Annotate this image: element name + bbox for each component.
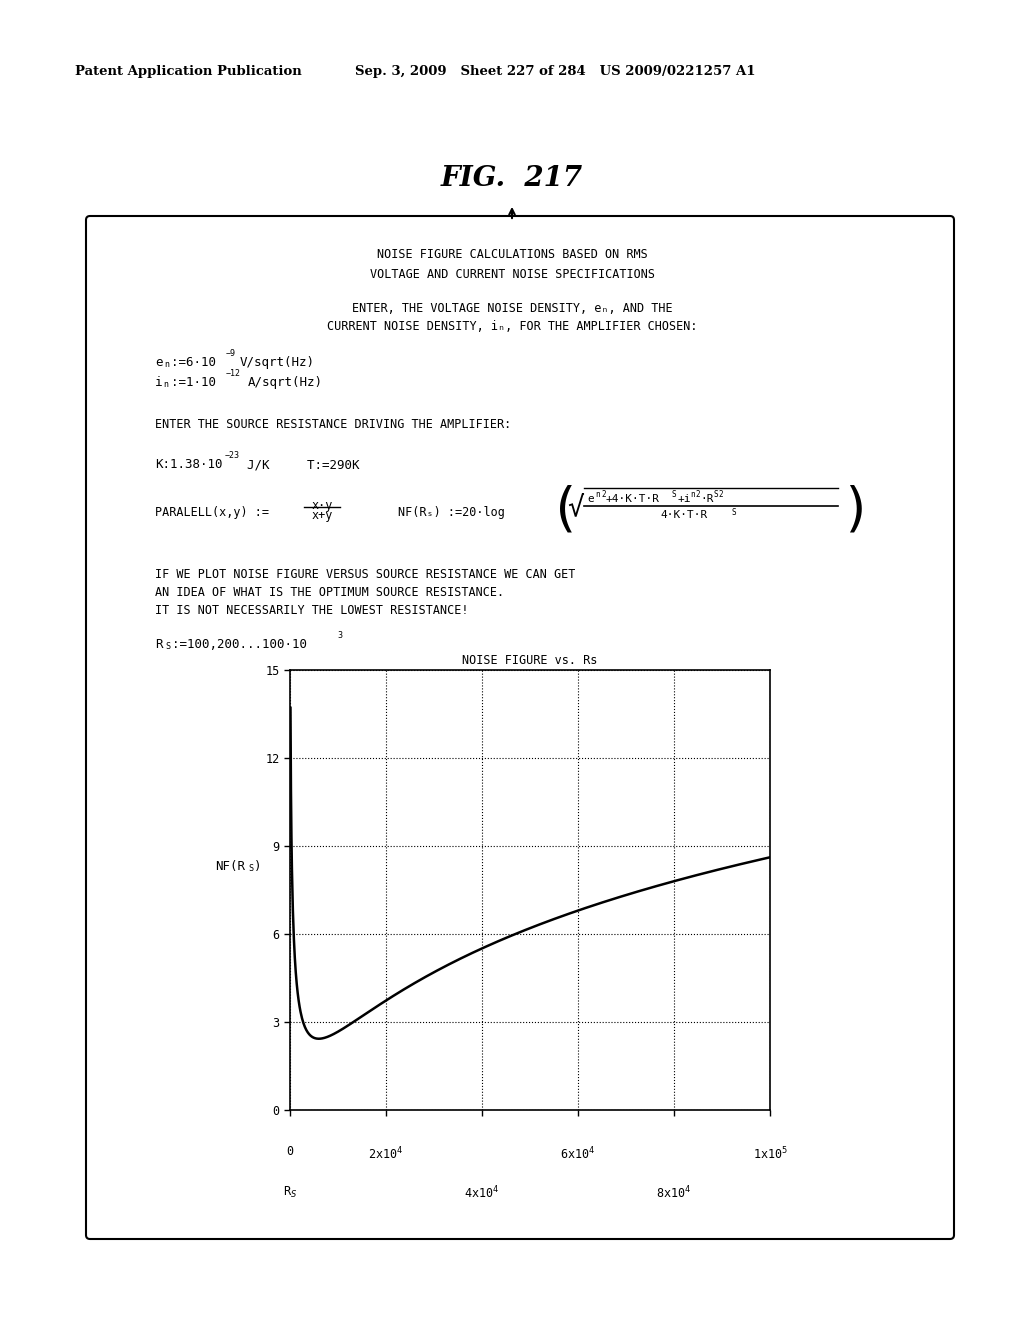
Text: CURRENT NOISE DENSITY, iₙ, FOR THE AMPLIFIER CHOSEN:: CURRENT NOISE DENSITY, iₙ, FOR THE AMPLI…	[327, 319, 697, 333]
Text: x·y: x·y	[311, 499, 333, 512]
Text: S: S	[165, 642, 170, 651]
Text: +4·K·T·R: +4·K·T·R	[606, 494, 660, 504]
Text: S: S	[713, 490, 718, 499]
Text: 3: 3	[337, 631, 342, 640]
Text: (: (	[549, 484, 581, 536]
Text: R: R	[155, 638, 163, 651]
Text: 4·K·T·R: 4·K·T·R	[660, 510, 708, 520]
Text: IT IS NOT NECESSARILY THE LOWEST RESISTANCE!: IT IS NOT NECESSARILY THE LOWEST RESISTA…	[155, 605, 469, 616]
Text: n: n	[595, 490, 600, 499]
Text: ·R: ·R	[700, 494, 714, 504]
Text: x+y: x+y	[311, 510, 333, 521]
Text: PARALELL(x,y) :=: PARALELL(x,y) :=	[155, 506, 269, 519]
Text: e: e	[155, 356, 163, 370]
Text: −23: −23	[225, 451, 240, 459]
Text: NF(R: NF(R	[215, 861, 245, 873]
Text: A/sqrt(Hz): A/sqrt(Hz)	[248, 376, 323, 389]
Text: Sep. 3, 2009   Sheet 227 of 284   US 2009/0221257 A1: Sep. 3, 2009 Sheet 227 of 284 US 2009/02…	[355, 65, 756, 78]
Text: :=100,200...100·10: :=100,200...100·10	[172, 638, 307, 651]
Text: 2: 2	[695, 490, 699, 499]
Text: +i: +i	[678, 494, 691, 504]
Text: :=1·10: :=1·10	[171, 376, 216, 389]
Text: n: n	[690, 490, 694, 499]
Text: S: S	[732, 508, 736, 517]
Text: n: n	[164, 360, 169, 370]
Text: S: S	[248, 865, 253, 873]
Text: i: i	[155, 376, 163, 389]
Text: ): )	[254, 861, 261, 873]
Text: 6x10$^4$: 6x10$^4$	[560, 1146, 596, 1162]
Text: 2x10$^4$: 2x10$^4$	[369, 1146, 403, 1162]
Text: 0: 0	[287, 1146, 294, 1158]
Text: R$_S$: R$_S$	[283, 1185, 297, 1200]
Text: AN IDEA OF WHAT IS THE OPTIMUM SOURCE RESISTANCE.: AN IDEA OF WHAT IS THE OPTIMUM SOURCE RE…	[155, 586, 504, 599]
Text: −12: −12	[226, 370, 241, 378]
Title: NOISE FIGURE vs. Rs: NOISE FIGURE vs. Rs	[462, 655, 598, 668]
Text: 2: 2	[718, 490, 723, 499]
Text: 2: 2	[601, 490, 605, 499]
Text: e: e	[587, 494, 594, 504]
Text: FIG.  217: FIG. 217	[441, 165, 583, 191]
Text: n: n	[163, 380, 168, 389]
Text: ENTER, THE VOLTAGE NOISE DENSITY, eₙ, AND THE: ENTER, THE VOLTAGE NOISE DENSITY, eₙ, AN…	[351, 302, 673, 315]
Text: Patent Application Publication: Patent Application Publication	[75, 65, 302, 78]
Text: 1x10$^5$: 1x10$^5$	[753, 1146, 787, 1162]
Text: √: √	[567, 492, 584, 521]
Text: ): )	[840, 484, 871, 536]
Text: J/K     T:=290K: J/K T:=290K	[247, 458, 359, 471]
Text: NF(Rₛ) :=20·log: NF(Rₛ) :=20·log	[398, 506, 505, 519]
Text: V/sqrt(Hz): V/sqrt(Hz)	[240, 356, 315, 370]
Text: 8x10$^4$: 8x10$^4$	[656, 1185, 691, 1201]
Text: 4x10$^4$: 4x10$^4$	[465, 1185, 500, 1201]
Text: K:1.38·10: K:1.38·10	[155, 458, 222, 471]
Text: S: S	[672, 490, 677, 499]
Text: :=6·10: :=6·10	[171, 356, 216, 370]
Text: NOISE FIGURE CALCULATIONS BASED ON RMS: NOISE FIGURE CALCULATIONS BASED ON RMS	[377, 248, 647, 261]
Text: −9: −9	[226, 348, 236, 358]
Text: VOLTAGE AND CURRENT NOISE SPECIFICATIONS: VOLTAGE AND CURRENT NOISE SPECIFICATIONS	[370, 268, 654, 281]
FancyBboxPatch shape	[86, 216, 954, 1239]
Text: ENTER THE SOURCE RESISTANCE DRIVING THE AMPLIFIER:: ENTER THE SOURCE RESISTANCE DRIVING THE …	[155, 418, 511, 432]
Text: IF WE PLOT NOISE FIGURE VERSUS SOURCE RESISTANCE WE CAN GET: IF WE PLOT NOISE FIGURE VERSUS SOURCE RE…	[155, 568, 575, 581]
